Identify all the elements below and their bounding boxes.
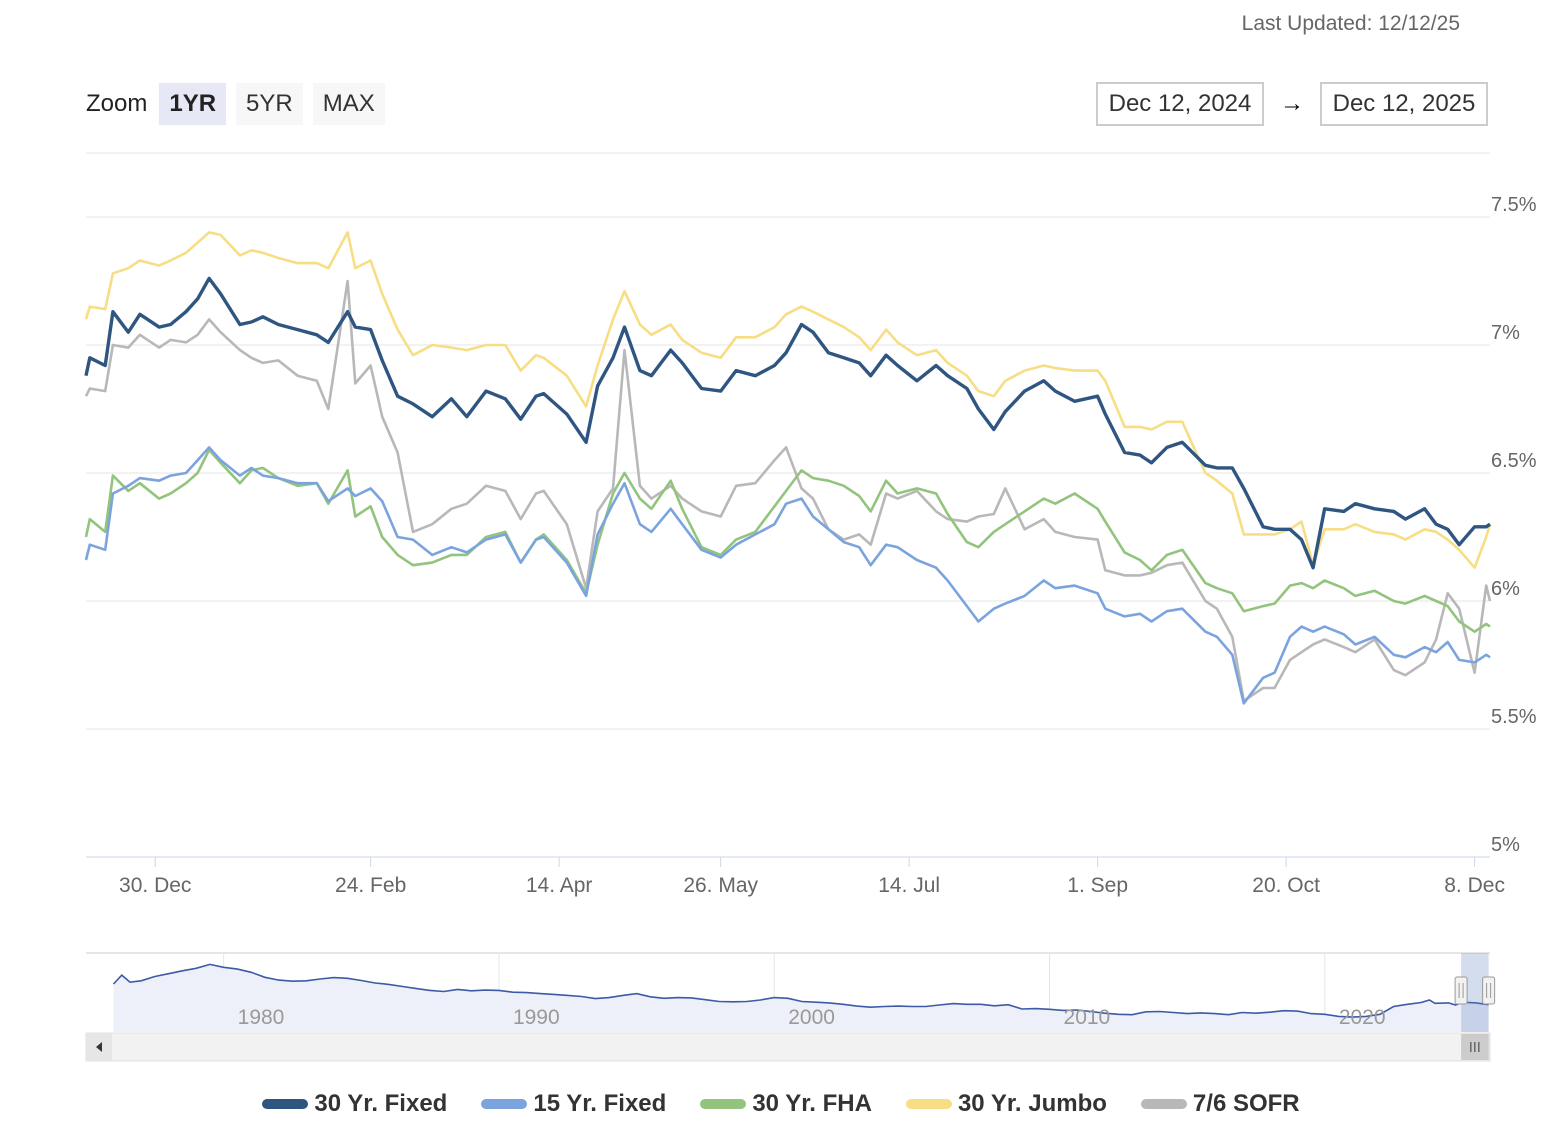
zoom-5yr-button[interactable]: 5YR: [236, 83, 303, 125]
x-tick-label: 8. Dec: [1444, 874, 1505, 897]
x-tick-label: 14. Jul: [878, 874, 940, 897]
handle-body: [1454, 976, 1468, 1005]
series-line-7-6-sofr: [84, 279, 1492, 703]
navigator-background: [86, 953, 1490, 1032]
legend-swatch: [262, 1099, 309, 1109]
x-tick-label: 14. Apr: [526, 874, 593, 897]
handle-body: [1482, 976, 1496, 1005]
navigator-tick-label: 2000: [788, 1006, 835, 1029]
navigator-tick-label: 1990: [513, 1006, 560, 1029]
navigator-content: 1980 1990 2000 2010 2020: [85, 952, 1496, 1062]
legend-swatch: [481, 1099, 528, 1109]
legend: 30 Yr. Fixed 15 Yr. Fixed 30 Yr. FHA 30 …: [0, 1090, 1562, 1118]
navigator-tick-label: 2020: [1339, 1006, 1386, 1029]
x-tick-label: 30. Dec: [119, 874, 191, 897]
x-axis: 30. Dec 24. Feb 14. Apr 26. May 14. Jul 1. Se…: [86, 856, 1505, 897]
scrollbar-track[interactable]: [85, 1032, 1491, 1062]
x-tick-label: 24. Feb: [335, 874, 406, 897]
legend-item-15yr-fixed[interactable]: 15 Yr. Fixed: [481, 1090, 666, 1118]
scrollbar-thumb[interactable]: [1461, 1034, 1489, 1060]
legend-swatch: [700, 1099, 747, 1109]
y-tick-label: 5%: [1491, 834, 1520, 856]
series-lines: [84, 231, 1492, 705]
y-tick-label: 7.5%: [1491, 194, 1537, 216]
y-tick-label: 7%: [1491, 322, 1520, 344]
scrollbar-left-button[interactable]: [86, 1033, 112, 1061]
y-axis-labels: 5% 5.5% 6% 6.5% 7% 7.5%: [1491, 194, 1537, 856]
legend-label: 15 Yr. Fixed: [533, 1090, 667, 1117]
navigator-area: [113, 964, 1489, 1032]
legend-item-7-6-sofr[interactable]: 7/6 SOFR: [1140, 1090, 1300, 1118]
zoom-max-button[interactable]: MAX: [312, 83, 385, 125]
series-line-30-yr-jumbo: [84, 231, 1492, 569]
zoom-label: Zoom: [86, 90, 148, 117]
legend-label: 7/6 SOFR: [1192, 1090, 1300, 1117]
legend-label: 30 Yr. Jumbo: [957, 1090, 1107, 1117]
last-updated-text: Last Updated: 12/12/25: [1241, 12, 1460, 35]
legend-label: 30 Yr. Fixed: [314, 1090, 448, 1117]
zoom-1yr-button[interactable]: 1YR: [159, 83, 227, 125]
x-tick-label: 26. May: [683, 874, 758, 897]
legend-label: 30 Yr. FHA: [752, 1090, 872, 1117]
scrollbar-right-button[interactable]: [1464, 1033, 1490, 1061]
legend-item-30yr-fha[interactable]: 30 Yr. FHA: [700, 1090, 872, 1118]
navigator-line: [112, 963, 1489, 1018]
navigator-right-handle[interactable]: [1482, 976, 1496, 1005]
x-tick-label: 1. Sep: [1067, 874, 1128, 897]
navigator-tick-label: 2010: [1064, 1006, 1111, 1029]
y-tick-label: 6%: [1491, 578, 1520, 600]
legend-swatch: [905, 1099, 952, 1109]
main-chart[interactable]: 5% 5.5% 6% 6.5% 7% 7.5% 30. Dec 24. Feb 14. Apr…: [0, 0, 1562, 910]
y-tick-label: 6.5%: [1491, 450, 1537, 472]
scroll-right-arrow-icon: [1474, 1042, 1480, 1052]
x-tick-label: 20. Oct: [1252, 874, 1320, 897]
navigator-tick-label: 1980: [238, 1006, 285, 1029]
zoom-controls: Zoom 1YR 5YR MAX: [86, 82, 385, 126]
legend-item-30yr-jumbo[interactable]: 30 Yr. Jumbo: [905, 1090, 1107, 1118]
scroll-left-arrow-icon: [96, 1042, 102, 1052]
range-to-input[interactable]: Dec 12, 2025: [1320, 82, 1488, 126]
navigator-left-handle[interactable]: [1454, 976, 1468, 1005]
grid-lines: [86, 152, 1490, 730]
range-arrow-icon: →: [1280, 90, 1304, 117]
legend-item-30yr-fixed[interactable]: 30 Yr. Fixed: [262, 1090, 447, 1118]
series-line-30-yr-fixed: [84, 276, 1491, 570]
range-from-input[interactable]: Dec 12, 2024: [1096, 82, 1264, 126]
date-range-selector: Dec 12, 2024 → Dec 12, 2025: [1096, 82, 1488, 126]
series-line-15-yr-fixed: [84, 446, 1491, 705]
legend-swatch: [1140, 1099, 1187, 1109]
navigator-selection[interactable]: [1461, 953, 1489, 1032]
series-line-30-yr-fha: [84, 448, 1491, 633]
y-tick-label: 5.5%: [1491, 706, 1537, 728]
